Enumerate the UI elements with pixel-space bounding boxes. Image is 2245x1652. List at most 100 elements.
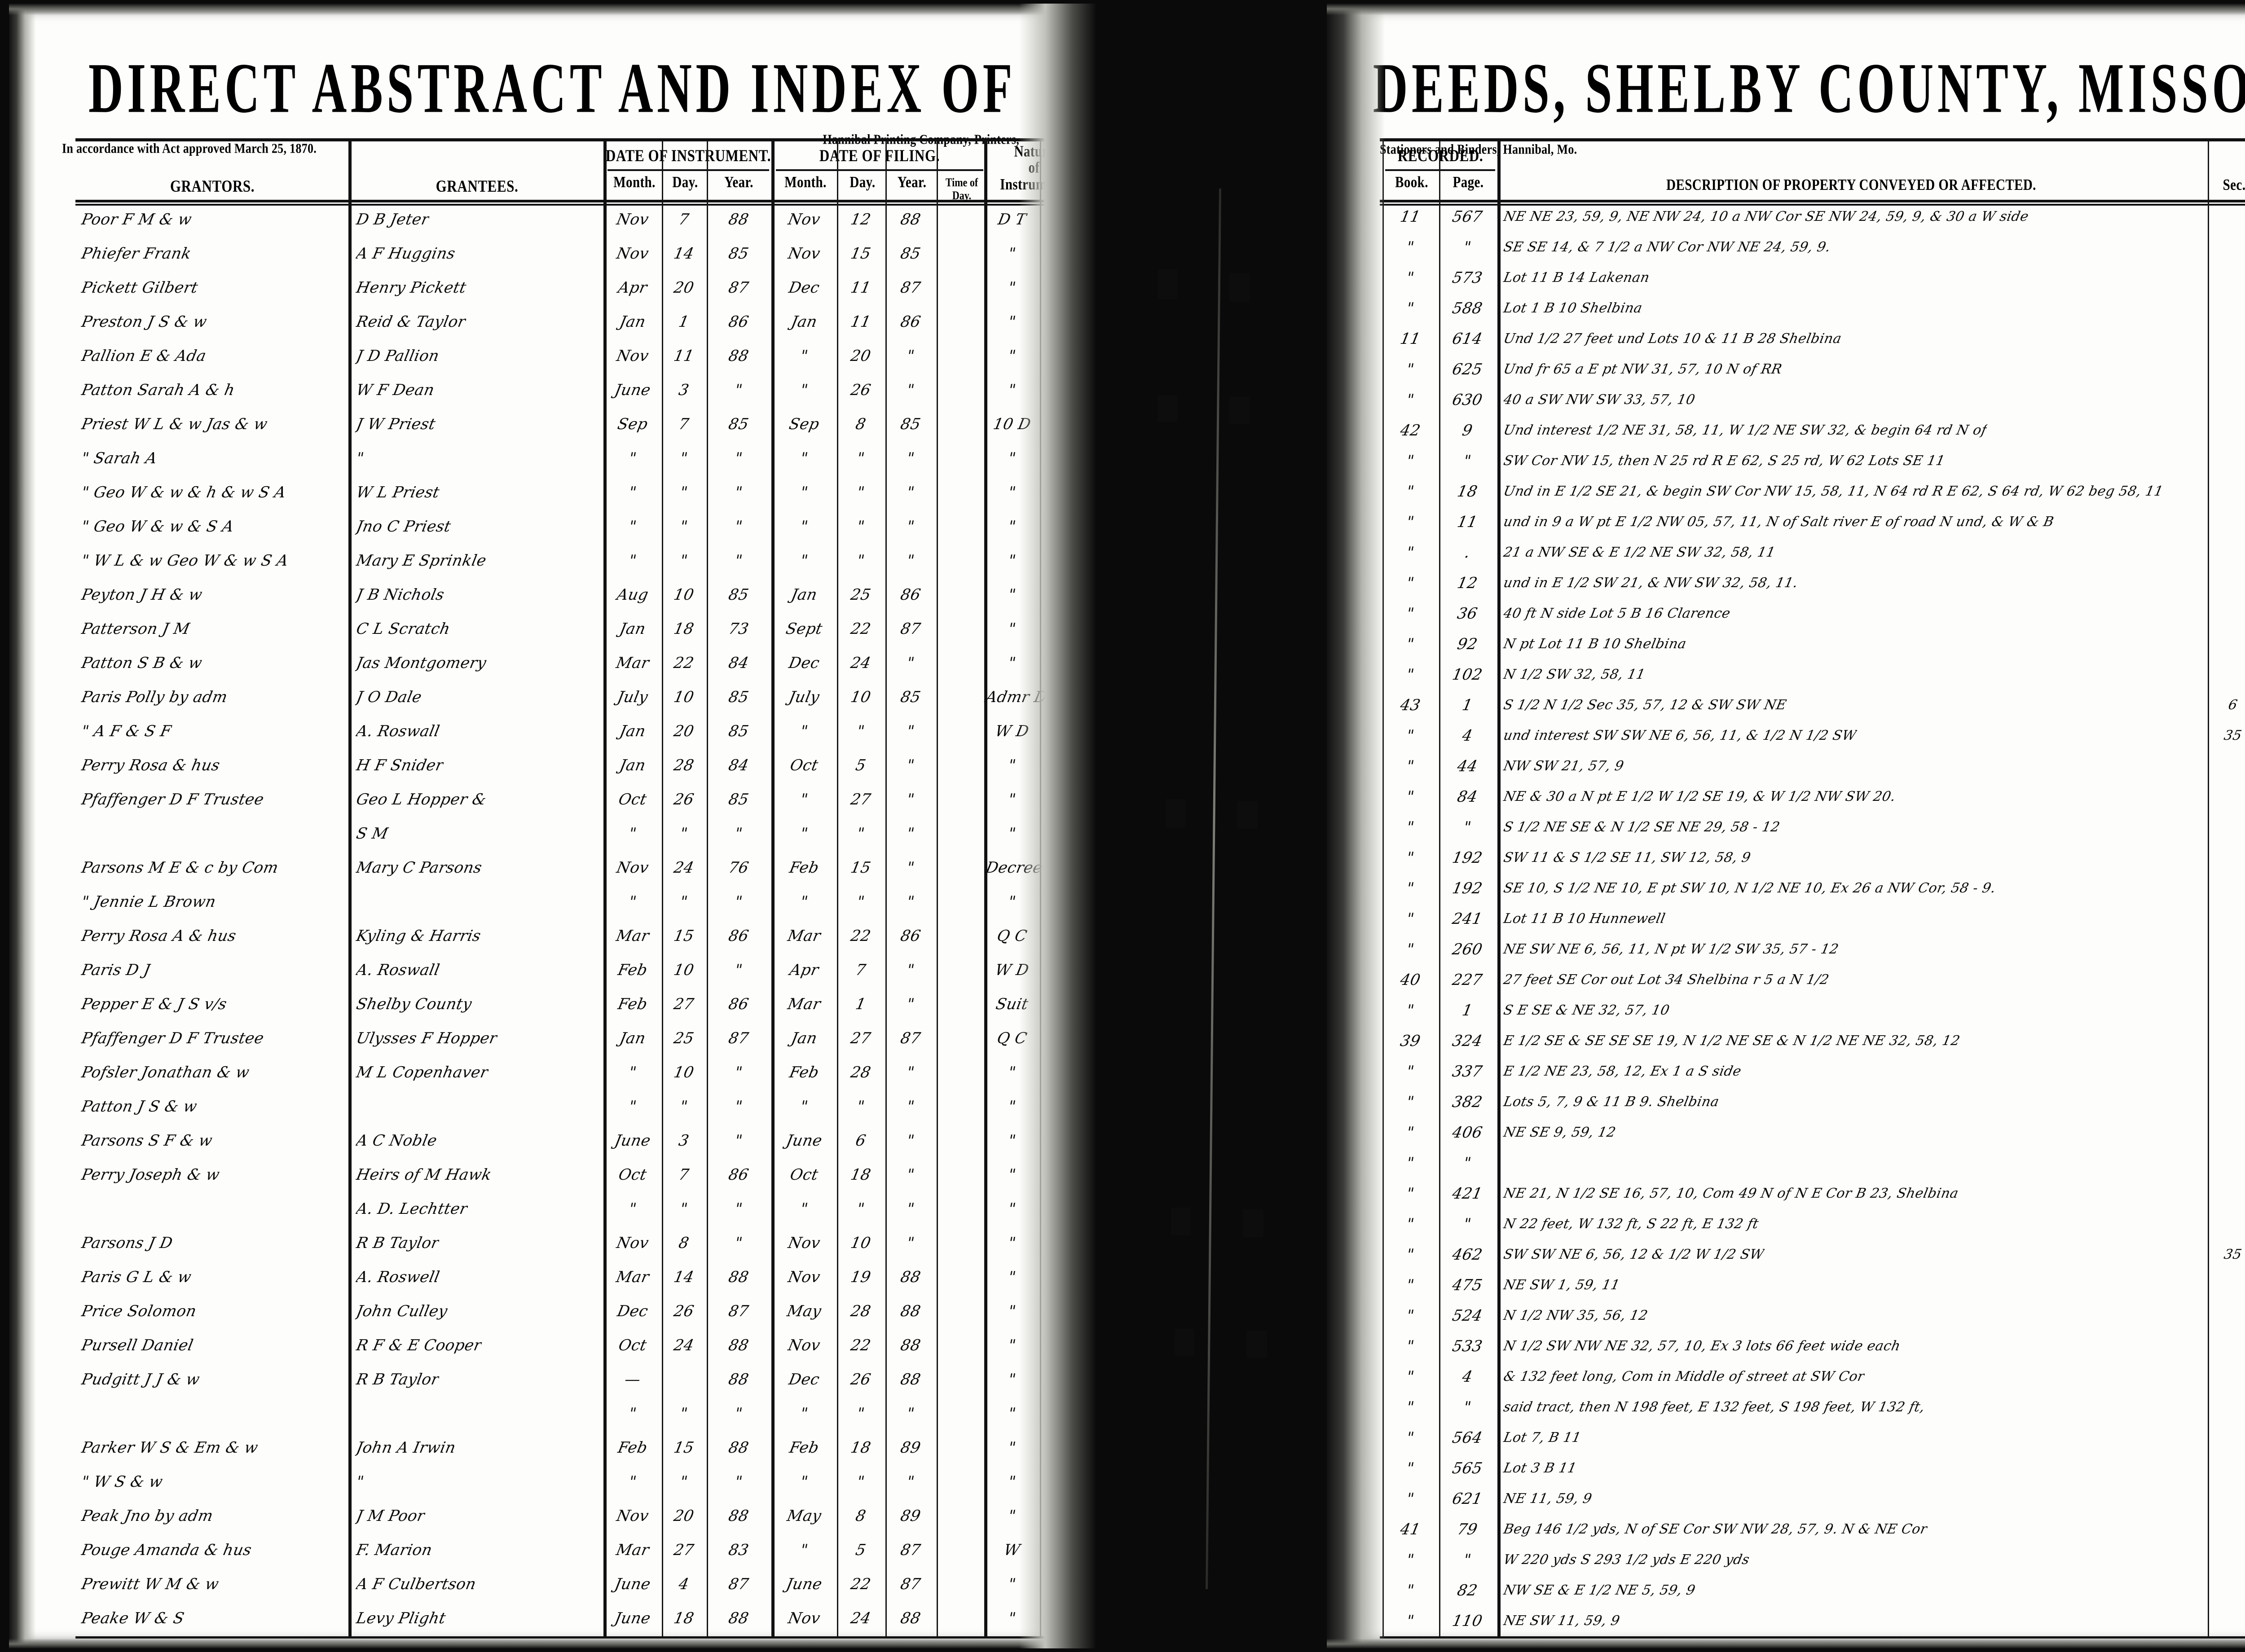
- book-cell: ": [1405, 1276, 1416, 1294]
- table-row[interactable]: " 192 SE 10, S 1/2 NE 10, E pt SW 10, N 1/…: [1380, 879, 2245, 909]
- table-row[interactable]: Patterson J M C L Scratch Jan 18 73 Sept 22 87 ": [75, 618, 1054, 652]
- table-row[interactable]: Paris G L & w A. Roswell Mar 14 88 Nov 19 88 ": [75, 1266, 1054, 1301]
- table-row[interactable]: 40 227 27 feet SE Cor out Lot 34 Shelbina …: [1380, 970, 2245, 1001]
- table-row[interactable]: Paris Polly by adm J O Dale July 10 85 July 10…: [75, 686, 1054, 721]
- table-row[interactable]: " Geo W & w & h & w S A W L Priest " " " " " " ": [75, 482, 1054, 516]
- table-row[interactable]: " " said tract, then N 198 feet, E 132 fee…: [1380, 1397, 2245, 1428]
- table-row[interactable]: 43 1 S 1/2 N 1/2 Sec 35, 57, 12 & SW SW NE…: [1380, 695, 2245, 726]
- table-row[interactable]: " ": [1380, 1153, 2245, 1184]
- instrument-day-cell: 10: [672, 586, 696, 604]
- table-row[interactable]: " 564 Lot 7, B 11: [1380, 1428, 2245, 1459]
- table-row[interactable]: " 92 N pt Lot 11 B 10 Shelbina: [1380, 634, 2245, 665]
- table-row[interactable]: Phiefer Frank A F Huggins Nov 14 85 Nov 15 85 ": [75, 243, 1054, 277]
- table-row[interactable]: 39 324 E 1/2 SE & SE SE SE 19, N 1/2 NE SE…: [1380, 1031, 2245, 1062]
- table-row[interactable]: " 260 NE SW NE 6, 56, 11, N pt W 1/2 SW 35…: [1380, 940, 2245, 970]
- table-row[interactable]: Parsons J D R B Taylor Nov 8 " Nov 10 " ": [75, 1232, 1054, 1266]
- binding-clip: [1158, 269, 1177, 299]
- table-row[interactable]: S M " " " " " " ": [75, 823, 1054, 857]
- table-row[interactable]: " 84 NE & 30 a N pt E 1/2 W 1/2 SE 19, & W…: [1380, 787, 2245, 817]
- table-row[interactable]: Perry Joseph & w Heirs of M Hawk Oct 7 86 Oct…: [75, 1164, 1054, 1198]
- left-table-header-row: GRANTORS. GRANTEES. DATE OF INSTRUMENT. …: [75, 141, 1068, 206]
- table-row[interactable]: " 4 und interest SW SW NE 6, 56, 11, & 1/2…: [1380, 726, 2245, 756]
- table-row[interactable]: " 192 SW 11 & S 1/2 SE 11, SW 12, 58, 9: [1380, 848, 2245, 879]
- table-row[interactable]: " " SE SE 14, & 7 1/2 a NW Cor NW NE 24, 5…: [1380, 237, 2245, 268]
- table-row[interactable]: Poor F M & w D B Jeter Nov 7 88 Nov 12 88 D T: [75, 209, 1054, 243]
- table-row[interactable]: Parker W S & Em & w John A Irwin Feb 15 88 Fe…: [75, 1437, 1054, 1471]
- table-row[interactable]: A. D. Lechtter " " " " " " ": [75, 1198, 1054, 1232]
- table-row[interactable]: " 524 N 1/2 NW 35, 56, 12: [1380, 1306, 2245, 1336]
- table-row[interactable]: Patton J S & w " " " " " " ": [75, 1096, 1054, 1130]
- table-row[interactable]: " 421 NE 21, N 1/2 SE 16, 57, 10, Com 49 N…: [1380, 1184, 2245, 1214]
- table-row[interactable]: Patton S B & w Jas Montgomery Mar 22 84 Dec 24…: [75, 652, 1054, 686]
- table-row[interactable]: " 382 Lots 5, 7, 9 & 11 B 9. Shelbina: [1380, 1092, 2245, 1123]
- table-row[interactable]: " 82 NW SE & E 1/2 NE 5, 59, 9: [1380, 1581, 2245, 1611]
- table-row[interactable]: " 1 S E SE & NE 32, 57, 10: [1380, 1001, 2245, 1031]
- table-row[interactable]: Prewitt W M & w A F Culbertson June 4 87 June…: [75, 1573, 1054, 1608]
- table-row[interactable]: Price Solomon John Culley Dec 26 87 May 28 88 ": [75, 1301, 1054, 1335]
- table-row[interactable]: Preston J S & w Reid & Taylor Jan 1 86 Jan 11 8…: [75, 311, 1054, 345]
- table-row[interactable]: " 44 NW SW 21, 57, 9: [1380, 756, 2245, 787]
- table-row[interactable]: " 573 Lot 11 B 14 Lakenan: [1380, 268, 2245, 299]
- table-row[interactable]: Patton Sarah A & h W F Dean June 3 " " 26 " ": [75, 379, 1054, 413]
- table-row[interactable]: ". 21 a NW SE & E 1/2 NE SW 32, 58, 11: [1380, 543, 2245, 573]
- table-row[interactable]: 41 79 Beg 146 1/2 yds, N of SE Cor SW NW 2…: [1380, 1520, 2245, 1550]
- table-row[interactable]: " 621 NE 11, 59, 9: [1380, 1489, 2245, 1520]
- filing-year-cell: ": [905, 893, 916, 911]
- page-cell: 630: [1451, 391, 1484, 409]
- table-row[interactable]: " 36 40 ft N side Lot 5 B 16 Clarence: [1380, 604, 2245, 634]
- table-row[interactable]: " 241 Lot 11 B 10 Hunnewell: [1380, 909, 2245, 940]
- table-row[interactable]: " 337 E 1/2 NE 23, 58, 12, Ex 1 a S side: [1380, 1062, 2245, 1092]
- table-row[interactable]: " Sarah A " " " " " " " ": [75, 448, 1054, 482]
- table-row[interactable]: " 588 Lot 1 B 10 Shelbina: [1380, 299, 2245, 329]
- table-row[interactable]: Perry Rosa A & hus Kyling & Harris Mar 15 86…: [75, 925, 1054, 959]
- table-row[interactable]: " 102 N 1/2 SW 32, 58, 11: [1380, 665, 2245, 695]
- table-row[interactable]: Peake W & S Levy Plight June 18 88 Nov 24 88 ": [75, 1608, 1054, 1642]
- table-row[interactable]: " " N 22 feet, W 132 ft, S 22 ft, E 132 ft: [1380, 1214, 2245, 1245]
- table-row[interactable]: Peak Jno by adm J M Poor Nov 20 88 May 8 89 ": [75, 1505, 1054, 1539]
- table-row[interactable]: Pallion E & Ada J D Pallion Nov 11 88 " 20 " ": [75, 345, 1054, 379]
- instrument-year-cell: 87: [727, 1575, 750, 1593]
- table-row[interactable]: " " S 1/2 NE SE & N 1/2 SE NE 29, 58 - 12: [1380, 817, 2245, 848]
- table-row[interactable]: " 110 NE SW 11, 59, 9: [1380, 1611, 2245, 1642]
- table-row[interactable]: " 11 und in 9 a W pt E 1/2 NW 05, 57, 11, …: [1380, 512, 2245, 543]
- table-row[interactable]: 11 614 Und 1/2 27 feet und Lots 10 & 11 B …: [1380, 329, 2245, 360]
- grantor-cell: " Geo W & w & S A: [80, 518, 236, 536]
- description-cell: Lot 11 B 10 Hunnewell: [1502, 911, 1667, 927]
- table-row[interactable]: Pouge Amanda & hus F. Marion Mar 27 83 " 5 87 W: [75, 1539, 1054, 1573]
- table-row[interactable]: " 4 & 132 feet long, Com in Middle of stre…: [1380, 1367, 2245, 1397]
- table-row[interactable]: Perry Rosa & hus H F Snider Jan 28 84 Oct 5 " ": [75, 755, 1054, 789]
- table-row[interactable]: Peyton J H & w J B Nichols Aug 10 85 Jan 25 86 ": [75, 584, 1054, 618]
- table-row[interactable]: " 406 NE SE 9, 59, 12: [1380, 1123, 2245, 1153]
- table-row[interactable]: " 475 NE SW 1, 59, 11: [1380, 1275, 2245, 1306]
- table-row[interactable]: " 533 N 1/2 SW NW NE 32, 57, 10, Ex 3 lots…: [1380, 1336, 2245, 1367]
- table-row[interactable]: Parsons S F & w A C Noble June 3 " June 6 " ": [75, 1130, 1054, 1164]
- table-row[interactable]: " 625 Und fr 65 a E pt NW 31, 57, 10 N of …: [1380, 360, 2245, 390]
- table-row[interactable]: " A F & S F A. Roswall Jan 20 85 " " " W D: [75, 721, 1054, 755]
- table-row[interactable]: 42 9 Und interest 1/2 NE 31, 58, 11, W 1/2…: [1380, 421, 2245, 451]
- table-row[interactable]: " " W 220 yds S 293 1/2 yds E 220 yds: [1380, 1550, 2245, 1581]
- table-row[interactable]: Pickett Gilbert Henry Pickett Apr 20 87 Dec 11…: [75, 277, 1054, 311]
- table-row[interactable]: Pofsler Jonathan & w M L Copenhaver " 10 " Fe…: [75, 1062, 1054, 1096]
- grantee-cell: A C Noble: [355, 1132, 439, 1150]
- table-row[interactable]: Priest W L & w Jas & w J W Priest Sep 7 85 Se…: [75, 413, 1054, 448]
- table-row[interactable]: 11 567 NE NE 23, 59, 9, NE NW 24, 10 a NW …: [1380, 207, 2245, 237]
- table-row[interactable]: Paris D J A. Roswall Feb 10 " Apr 7 " W D: [75, 959, 1054, 993]
- table-row[interactable]: Pursell Daniel R F & E Cooper Oct 24 88 Nov 22…: [75, 1335, 1054, 1369]
- table-row[interactable]: " 630 40 a SW NW SW 33, 57, 10: [1380, 390, 2245, 421]
- table-row[interactable]: Parsons M E & c by Com Mary C Parsons Nov 2…: [75, 857, 1054, 891]
- table-row[interactable]: Pfaffenger D F Trustee Ulysses F Hopper Ja…: [75, 1028, 1054, 1062]
- table-row[interactable]: " " SW Cor NW 15, then N 25 rd R E 62, S 2…: [1380, 451, 2245, 482]
- table-row[interactable]: Pepper E & J S v/s Shelby County Feb 27 86 Ma…: [75, 993, 1054, 1028]
- table-row[interactable]: " W S & w " " " " " " " ": [75, 1471, 1054, 1505]
- table-row[interactable]: " 12 und in E 1/2 SW 21, & NW SW 32, 58, 1…: [1380, 573, 2245, 604]
- table-row[interactable]: Pfaffenger D F Trustee Geo L Hopper & Oct 2…: [75, 789, 1054, 823]
- table-row[interactable]: " 18 Und in E 1/2 SE 21, & begin SW Cor NW…: [1380, 482, 2245, 512]
- table-row[interactable]: " Geo W & w & S A Jno C Priest " " " " " " ": [75, 516, 1054, 550]
- instrument-day-cell: 24: [672, 1336, 696, 1354]
- table-row[interactable]: Pudgitt J J & w R B Taylor — 88 Dec 26 88 ": [75, 1369, 1054, 1403]
- table-row[interactable]: " " " " " " ": [75, 1403, 1054, 1437]
- table-row[interactable]: " Jennie L Brown " " " " " " ": [75, 891, 1054, 925]
- table-row[interactable]: " W L & w Geo W & w S A Mary E Sprinkle " "…: [75, 550, 1054, 584]
